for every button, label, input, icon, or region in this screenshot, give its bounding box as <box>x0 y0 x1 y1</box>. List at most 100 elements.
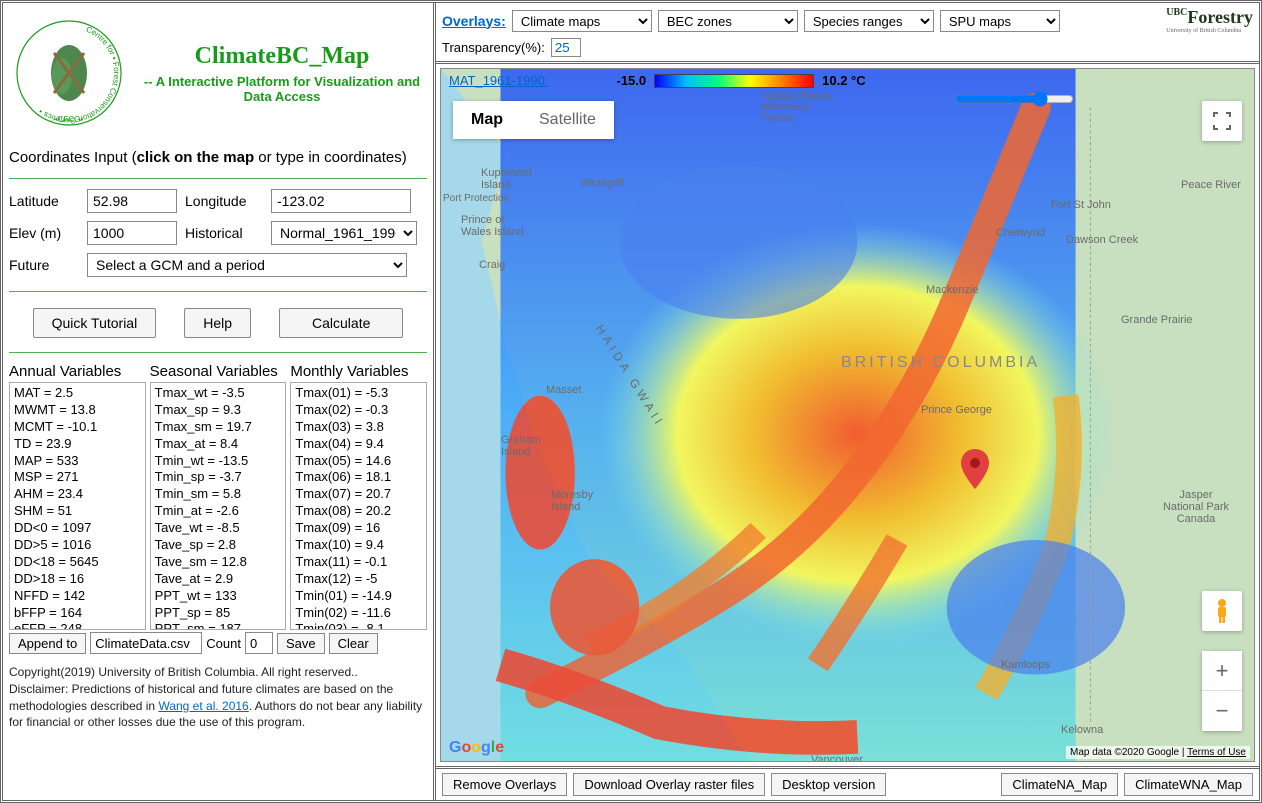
var-row[interactable]: Tmax(09) = 16 <box>295 520 422 537</box>
map-label-fsj: Fort St John <box>1051 199 1111 211</box>
map-label-kam: Kamloops <box>1001 659 1050 671</box>
var-row[interactable]: DD>5 = 1016 <box>14 537 141 554</box>
var-row[interactable]: bFFP = 164 <box>14 605 141 622</box>
map[interactable]: MAT_1961-1990: -15.0 10.2 °C Map Satelli… <box>440 68 1255 762</box>
legend-label[interactable]: MAT_1961-1990: <box>449 73 549 88</box>
bec-zones-select[interactable]: BEC zones <box>658 10 798 32</box>
climate-wna-button[interactable]: ClimateWNA_Map <box>1124 773 1253 796</box>
var-row[interactable]: MAT = 2.5 <box>14 385 141 402</box>
var-row[interactable]: MCMT = -10.1 <box>14 419 141 436</box>
var-row[interactable]: Tmax(06) = 18.1 <box>295 469 422 486</box>
var-row[interactable]: AHM = 23.4 <box>14 486 141 503</box>
header: Centre for • Forest Conservation Genetic… <box>9 9 427 141</box>
overlays-label: Overlays: <box>442 13 506 29</box>
transparency-input[interactable] <box>551 38 581 57</box>
var-row[interactable]: Tmax(10) = 9.4 <box>295 537 422 554</box>
clear-button[interactable]: Clear <box>329 633 378 654</box>
calculate-button[interactable]: Calculate <box>279 308 403 338</box>
var-row[interactable]: NFFD = 142 <box>14 588 141 605</box>
count-input[interactable] <box>245 632 273 654</box>
opacity-slider[interactable] <box>954 91 1074 107</box>
var-row[interactable]: PPT_sp = 85 <box>155 605 282 622</box>
map-label-pow: Prince of Wales Island <box>461 214 531 238</box>
fullscreen-button[interactable] <box>1202 101 1242 141</box>
monthly-vars-title: Monthly Variables <box>290 363 427 380</box>
var-row[interactable]: DD<18 = 5645 <box>14 554 141 571</box>
var-row[interactable]: DD<0 = 1097 <box>14 520 141 537</box>
var-row[interactable]: Tmin_sm = 5.8 <box>155 486 282 503</box>
var-row[interactable]: Tmax(01) = -5.3 <box>295 385 422 402</box>
filename-input[interactable] <box>90 632 202 654</box>
climate-na-button[interactable]: ClimateNA_Map <box>1001 773 1118 796</box>
terms-link[interactable]: Terms of Use <box>1187 747 1246 758</box>
var-row[interactable]: Tmax(11) = -0.1 <box>295 554 422 571</box>
cfcg-logo: Centre for • Forest Conservation Genetic… <box>9 13 129 133</box>
elev-input[interactable] <box>87 221 177 245</box>
longitude-label: Longitude <box>185 193 263 209</box>
var-row[interactable]: Tmax(12) = -5 <box>295 571 422 588</box>
var-row[interactable]: Tmax_at = 8.4 <box>155 436 282 453</box>
future-select[interactable]: Select a GCM and a period <box>87 253 407 277</box>
pegman-icon[interactable] <box>1202 591 1242 631</box>
map-label-dc: Dawson Creek <box>1066 234 1138 246</box>
seasonal-vars-list[interactable]: Tmax_wt = -3.5Tmax_sp = 9.3Tmax_sm = 19.… <box>150 382 287 630</box>
var-row[interactable]: MAP = 533 <box>14 453 141 470</box>
annual-vars-list[interactable]: MAT = 2.5MWMT = 13.8MCMT = -10.1TD = 23.… <box>9 382 146 630</box>
var-row[interactable]: PPT_sm = 187 <box>155 621 282 630</box>
var-row[interactable]: Tmax(03) = 3.8 <box>295 419 422 436</box>
svg-text:•CFCG•: •CFCG• <box>55 115 83 124</box>
latitude-input[interactable] <box>87 189 177 213</box>
transparency-label: Transparency(%): <box>442 40 545 55</box>
longitude-input[interactable] <box>271 189 411 213</box>
var-row[interactable]: PPT_wt = 133 <box>155 588 282 605</box>
historical-select[interactable]: Normal_1961_1990 <box>271 221 417 245</box>
remove-overlays-button[interactable]: Remove Overlays <box>442 773 567 796</box>
var-row[interactable]: Tmax(04) = 9.4 <box>295 436 422 453</box>
map-label-wrang: Wrangell <box>581 177 624 189</box>
var-row[interactable]: Tmax(05) = 14.6 <box>295 453 422 470</box>
map-marker-icon[interactable] <box>961 449 989 492</box>
var-row[interactable]: Tmin(03) = -8.1 <box>295 621 422 630</box>
var-row[interactable]: TD = 23.9 <box>14 436 141 453</box>
var-row[interactable]: DD>18 = 16 <box>14 571 141 588</box>
var-row[interactable]: Tmax_sm = 19.7 <box>155 419 282 436</box>
var-row[interactable]: MSP = 271 <box>14 469 141 486</box>
help-button[interactable]: Help <box>184 308 251 338</box>
var-row[interactable]: Tmin_at = -2.6 <box>155 503 282 520</box>
map-label-craig: Craig <box>479 259 505 271</box>
legend-bar <box>654 74 814 88</box>
satellite-button[interactable]: Satellite <box>521 101 614 139</box>
var-row[interactable]: Tmax_sp = 9.3 <box>155 402 282 419</box>
spu-maps-select[interactable]: SPU maps <box>940 10 1060 32</box>
var-row[interactable]: Tmin(02) = -11.6 <box>295 605 422 622</box>
var-row[interactable]: Tmin(01) = -14.9 <box>295 588 422 605</box>
var-row[interactable]: Tmax(08) = 20.2 <box>295 503 422 520</box>
quick-tutorial-button[interactable]: Quick Tutorial <box>33 308 157 338</box>
var-row[interactable]: Tmin_wt = -13.5 <box>155 453 282 470</box>
map-label-gp: Grande Prairie <box>1121 314 1193 326</box>
var-row[interactable]: MWMT = 13.8 <box>14 402 141 419</box>
zoom-in-button[interactable]: + <box>1202 651 1242 691</box>
desktop-version-button[interactable]: Desktop version <box>771 773 886 796</box>
download-overlay-button[interactable]: Download Overlay raster files <box>573 773 765 796</box>
var-row[interactable]: Tmax(02) = -0.3 <box>295 402 422 419</box>
var-row[interactable]: Tmax(07) = 20.7 <box>295 486 422 503</box>
var-row[interactable]: Tave_sm = 12.8 <box>155 554 282 571</box>
var-row[interactable]: eFFP = 248 <box>14 621 141 630</box>
zoom-out-button[interactable]: − <box>1202 691 1242 731</box>
map-button[interactable]: Map <box>453 101 521 139</box>
map-label-pg: Prince George <box>921 404 992 416</box>
var-row[interactable]: Tave_wt = -8.5 <box>155 520 282 537</box>
wang-link[interactable]: Wang et al. 2016 <box>158 699 248 713</box>
var-row[interactable]: Tave_at = 2.9 <box>155 571 282 588</box>
climate-maps-select[interactable]: Climate maps <box>512 10 652 32</box>
save-button[interactable]: Save <box>277 633 325 654</box>
var-row[interactable]: Tmin_sp = -3.7 <box>155 469 282 486</box>
species-ranges-select[interactable]: Species ranges <box>804 10 934 32</box>
monthly-vars-list[interactable]: Tmax(01) = -5.3Tmax(02) = -0.3Tmax(03) =… <box>290 382 427 630</box>
map-label-pp: Port Protection <box>443 193 509 204</box>
var-row[interactable]: SHM = 51 <box>14 503 141 520</box>
var-row[interactable]: Tave_sp = 2.8 <box>155 537 282 554</box>
var-row[interactable]: Tmax_wt = -3.5 <box>155 385 282 402</box>
append-button[interactable]: Append to <box>9 633 86 654</box>
